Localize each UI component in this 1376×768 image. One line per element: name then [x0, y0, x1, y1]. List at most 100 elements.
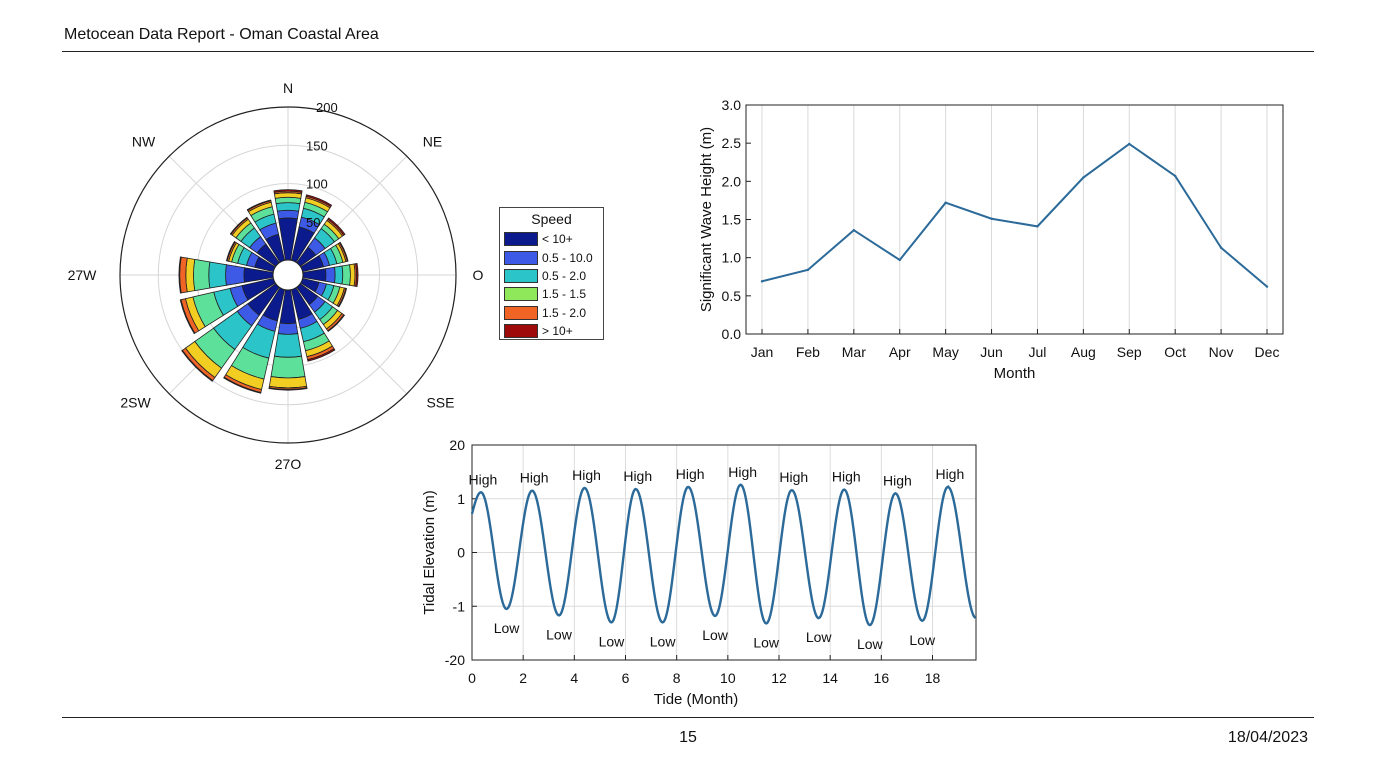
plot-frame — [745, 104, 1284, 335]
wind-rose-segment — [273, 189, 303, 193]
legend-label: 1.5 - 2.0 — [542, 305, 587, 320]
y-tick-label: 1 — [457, 491, 465, 507]
legend-item: > 10+ — [500, 322, 603, 340]
tidal-series-line — [470, 483, 977, 627]
wind-rose-segment — [327, 314, 345, 332]
x-tick-label: 2 — [519, 670, 527, 686]
direction-label: NE — [423, 134, 442, 150]
wave-height-point — [1082, 176, 1085, 179]
y-tick-label: -20 — [445, 652, 465, 668]
wave-height-point — [1036, 225, 1039, 228]
high-tide-label: High — [883, 472, 912, 488]
wind-rose-segment — [225, 240, 236, 262]
low-tide-label: Low — [494, 620, 521, 636]
wave-height-point — [1265, 285, 1269, 288]
legend-swatch — [504, 250, 538, 265]
legend-swatch — [504, 305, 538, 320]
x-tick-label: 8 — [673, 670, 681, 686]
wind-rose-segment — [181, 349, 214, 382]
low-tide-label: Low — [650, 633, 677, 649]
high-tide-label: High — [676, 466, 705, 482]
direction-label: O — [473, 267, 484, 283]
wave-height-point — [760, 280, 764, 283]
wind-rose-segment — [223, 376, 262, 394]
legend-label: 0.5 - 2.0 — [542, 268, 587, 283]
wind-rose-segment — [305, 194, 333, 208]
low-tide-label: Low — [857, 636, 884, 652]
x-tick-label: Dec — [1255, 344, 1280, 360]
x-tick-label: Aug — [1071, 344, 1096, 360]
legend-item: 0.5 - 10.0 — [500, 248, 603, 266]
x-tick-label: 12 — [771, 670, 787, 686]
legend-label: 0.5 - 10.0 — [542, 250, 593, 265]
high-tide-label: High — [520, 470, 549, 486]
x-tick-label: Oct — [1164, 344, 1186, 360]
high-tide-label: High — [935, 466, 964, 482]
legend-swatch — [504, 268, 538, 283]
polar-outer-ring — [119, 106, 457, 444]
legend-swatch — [504, 232, 538, 247]
wave-height-point — [806, 268, 810, 272]
legend-label: 1.5 - 1.5 — [542, 287, 587, 302]
wind-rose-segment — [327, 217, 346, 236]
legend-item: 1.5 - 1.5 — [500, 285, 603, 303]
y-tick-label: 20 — [449, 437, 465, 453]
footer-divider — [62, 717, 1314, 718]
wind-rose-segment — [246, 199, 272, 211]
wind-rose-segment — [307, 348, 336, 362]
x-tick-label: 14 — [822, 670, 838, 686]
wind-rose-segment — [178, 256, 182, 294]
y-tick-label: 3.0 — [722, 97, 742, 113]
x-tick-label: 0 — [468, 670, 476, 686]
wave-height-series-line — [761, 142, 1268, 288]
legend-title: Speed — [531, 211, 572, 227]
legend-swatch — [504, 287, 538, 302]
wind-rose-segment — [337, 287, 348, 308]
speed-legend: Speed < 10+ 0.5 - 10.0 0.5 - 2.0 1.5 - 1.5 1… — [499, 207, 604, 340]
x-tick-label: Feb — [796, 344, 820, 360]
low-tide-label: Low — [806, 629, 833, 645]
y-axis-label: Tidal Elevation (m) — [421, 490, 438, 614]
low-tide-label: Low — [753, 634, 780, 650]
x-tick-label: Jan — [751, 344, 774, 360]
plot-area — [746, 105, 1283, 334]
y-tick-label: 1.0 — [722, 250, 742, 266]
page-number: 15 — [679, 729, 697, 746]
y-tick-label: 0.5 — [722, 288, 742, 304]
report-date: 18/04/2023 — [1227, 729, 1308, 746]
low-tide-label: Low — [909, 632, 936, 648]
x-tick-label: 18 — [925, 670, 941, 686]
legend-swatch — [504, 324, 538, 339]
wave-height-point — [898, 258, 901, 262]
direction-label: NW — [132, 134, 156, 150]
x-tick-label: Nov — [1209, 344, 1234, 360]
radial-tick-label: 150 — [306, 138, 328, 153]
wave-height-point — [852, 228, 856, 232]
x-axis-label: Month — [994, 365, 1036, 382]
legend-item: 0.5 - 2.0 — [500, 267, 603, 285]
wave-height-point — [990, 217, 993, 220]
y-tick-label: 2.5 — [722, 135, 742, 151]
x-tick-label: May — [932, 344, 958, 360]
low-tide-label: Low — [546, 626, 573, 642]
y-axis-label: Significant Wave Height (m) — [698, 127, 715, 312]
plot-frame — [471, 444, 977, 661]
wind-rose-segment — [268, 387, 308, 391]
legend-label: < 10+ — [542, 232, 573, 247]
direction-label: 2SW — [120, 394, 151, 410]
low-tide-label: Low — [702, 627, 729, 643]
high-tide-label: High — [779, 469, 808, 485]
y-tick-label: -1 — [453, 598, 466, 614]
x-tick-label: 16 — [874, 670, 890, 686]
wind-rose-segment — [339, 241, 349, 262]
x-tick-label: 4 — [570, 670, 578, 686]
radial-tick-label: 200 — [316, 100, 338, 115]
x-tick-label: Mar — [842, 344, 866, 360]
y-tick-label: 0 — [457, 545, 465, 561]
direction-label: 27W — [68, 267, 98, 283]
wave-height-point — [1128, 142, 1131, 146]
x-tick-label: Apr — [889, 344, 911, 360]
